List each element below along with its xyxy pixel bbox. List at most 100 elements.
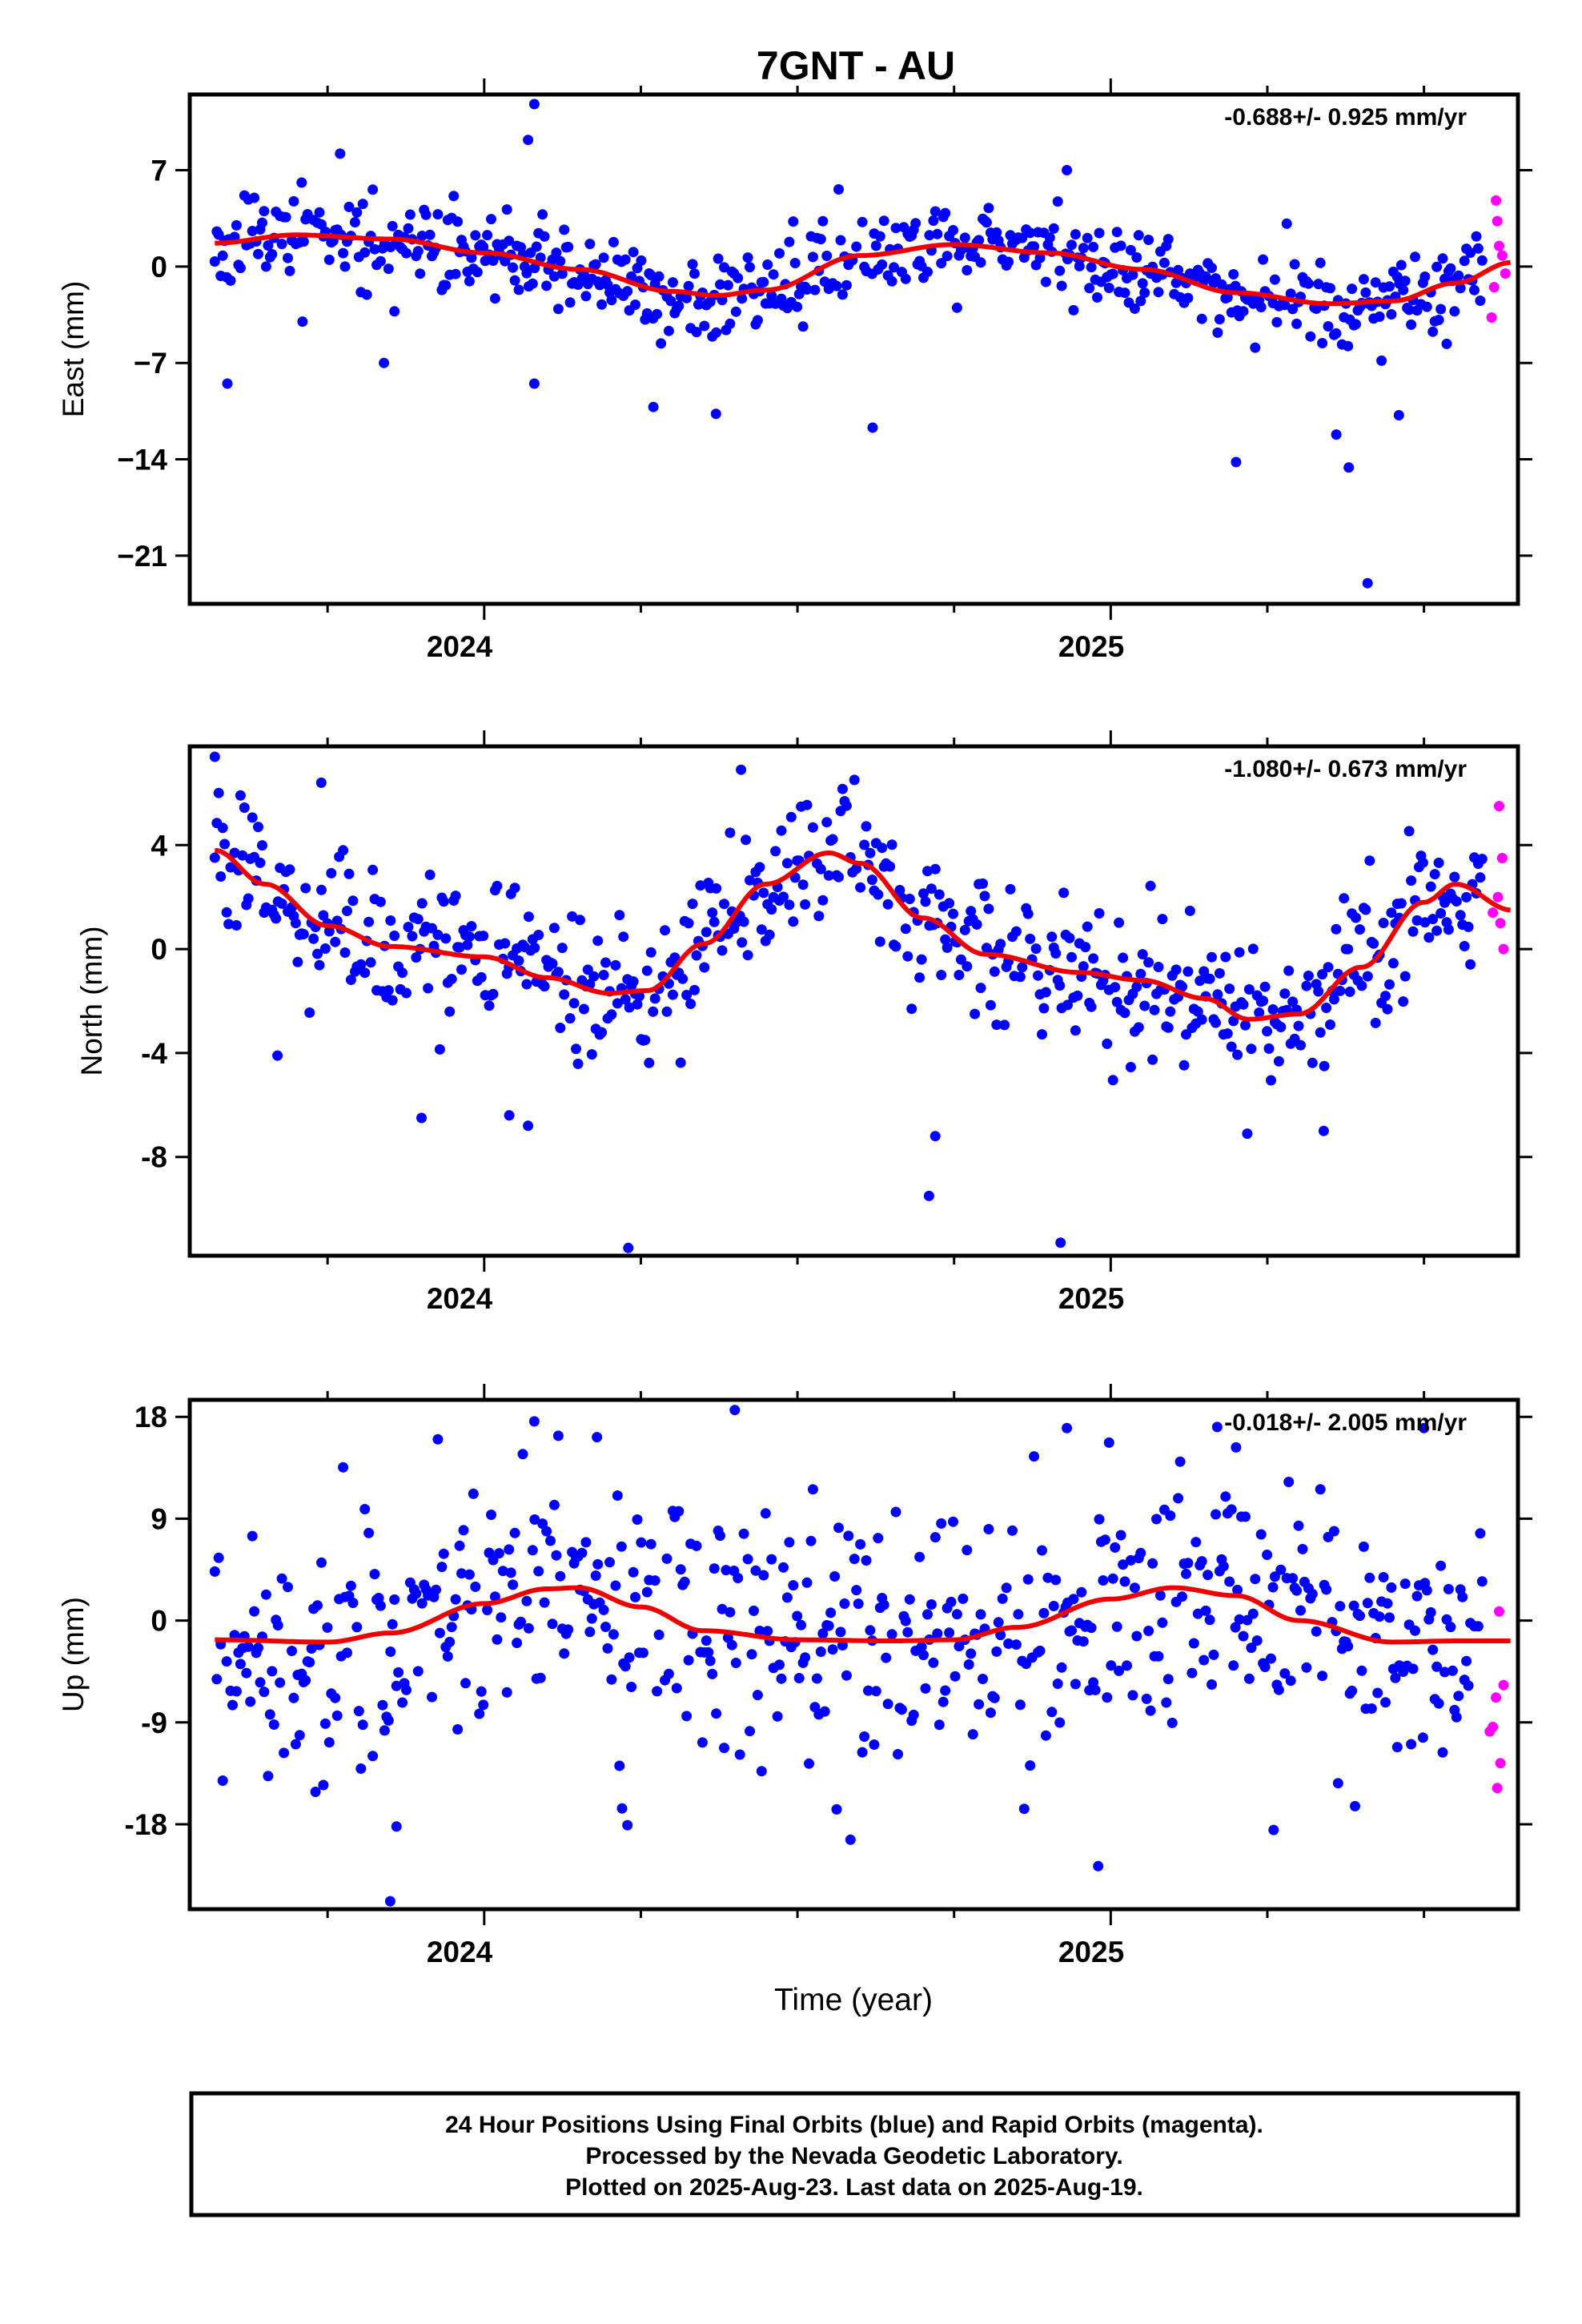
east-final-point: [606, 295, 617, 306]
north-final-point: [1356, 980, 1367, 991]
north-final-point: [424, 869, 436, 880]
up-final-point: [1328, 1526, 1339, 1537]
east-final-point: [797, 321, 809, 332]
north-final-point: [564, 1013, 576, 1024]
north-final-point: [1465, 959, 1476, 970]
east-final-point: [1094, 227, 1105, 239]
north-final-point: [1431, 925, 1443, 936]
up-final-point: [873, 1533, 884, 1544]
east-final-point: [420, 209, 432, 220]
up-final-point: [1013, 1609, 1024, 1620]
up-final-point: [1157, 1617, 1168, 1628]
up-final-point: [478, 1699, 489, 1711]
up-final-point: [1335, 1601, 1346, 1612]
east-final-point: [1111, 227, 1122, 238]
up-final-point: [584, 1626, 596, 1638]
east-outlier-point: [867, 422, 878, 433]
north-rapid-point: [1496, 853, 1508, 863]
east-final-point: [276, 239, 287, 250]
east-final-point: [936, 258, 947, 269]
up-final-point: [632, 1514, 643, 1525]
up-final-point: [914, 1551, 926, 1562]
up-final-point: [978, 1674, 988, 1684]
up-final-point: [843, 1530, 854, 1542]
up-final-point: [742, 1554, 753, 1565]
up-final-point: [1291, 1585, 1303, 1596]
east-rapid-point: [1486, 312, 1497, 323]
up-final-point: [586, 1613, 597, 1624]
east-final-point: [596, 299, 608, 310]
north-final-point: [851, 863, 862, 875]
north-final-point: [316, 884, 327, 895]
north-final-point: [985, 999, 996, 1011]
north-final-point: [556, 943, 568, 954]
north-y-axis-label: North (mm): [75, 926, 108, 1076]
north-final-point: [995, 939, 1006, 950]
up-final-point: [620, 1661, 631, 1672]
up-final-point: [1295, 1605, 1306, 1616]
up-final-point: [1476, 1576, 1488, 1587]
up-final-point: [636, 1537, 647, 1548]
up-final-point: [721, 1565, 732, 1576]
up-final-point: [541, 1526, 552, 1537]
up-final-point: [645, 1538, 656, 1550]
up-final-point: [628, 1566, 639, 1578]
east-final-point: [432, 209, 444, 220]
east-final-point: [870, 240, 881, 251]
up-final-point: [796, 1619, 807, 1630]
north-final-point: [571, 1043, 581, 1055]
up-final-point: [606, 1674, 617, 1685]
up-final-point: [209, 1566, 220, 1577]
east-final-point: [878, 215, 889, 227]
up-final-point: [431, 1584, 441, 1595]
east-final-point: [1107, 268, 1118, 279]
east-final-point: [357, 199, 368, 210]
north-final-point: [235, 790, 246, 801]
up-final-point: [781, 1592, 793, 1603]
up-final-point: [863, 1685, 873, 1696]
north-final-point: [1283, 965, 1295, 976]
north-rapid-point: [1494, 801, 1504, 812]
east-final-point: [1285, 288, 1296, 300]
east-final-point: [713, 253, 724, 264]
up-final-point: [287, 1646, 297, 1656]
north-final-point: [432, 929, 444, 940]
east-final-point: [424, 229, 436, 240]
north-final-point: [695, 880, 706, 891]
up-final-point: [535, 1672, 546, 1683]
up-final-point: [649, 1575, 661, 1586]
up-final-point: [831, 1803, 842, 1815]
up-final-point: [839, 1598, 850, 1609]
up-final-point: [859, 1731, 870, 1742]
north-final-point: [781, 858, 793, 869]
east-final-point: [1351, 319, 1361, 330]
north-final-point: [547, 958, 558, 969]
up-final-point: [709, 1563, 720, 1574]
north-final-point: [978, 878, 988, 889]
east-final-point: [1068, 304, 1079, 316]
east-final-point: [630, 300, 640, 310]
east-final-point: [789, 258, 801, 268]
up-final-point: [267, 1666, 278, 1677]
north-final-point: [687, 899, 698, 910]
up-final-point: [878, 1599, 889, 1610]
north-final-point: [552, 967, 564, 978]
north-final-point: [865, 847, 876, 858]
up-final-point: [766, 1554, 777, 1565]
up-final-point: [304, 1657, 315, 1668]
north-final-point: [936, 970, 947, 980]
up-outlier-point: [729, 1405, 741, 1416]
up-outlier-point: [1350, 1800, 1360, 1811]
up-final-point: [691, 1540, 702, 1551]
north-final-point: [660, 925, 670, 936]
up-final-point: [707, 1668, 718, 1679]
east-outlier-point: [335, 148, 346, 159]
up-final-point: [733, 1573, 744, 1583]
up-final-point: [576, 1547, 588, 1558]
up-final-point: [1141, 1693, 1152, 1704]
up-final-point: [890, 1506, 901, 1518]
north-final-point: [427, 923, 437, 934]
east-final-point: [673, 300, 685, 312]
north-final-point: [464, 931, 475, 943]
north-final-point: [347, 895, 359, 907]
